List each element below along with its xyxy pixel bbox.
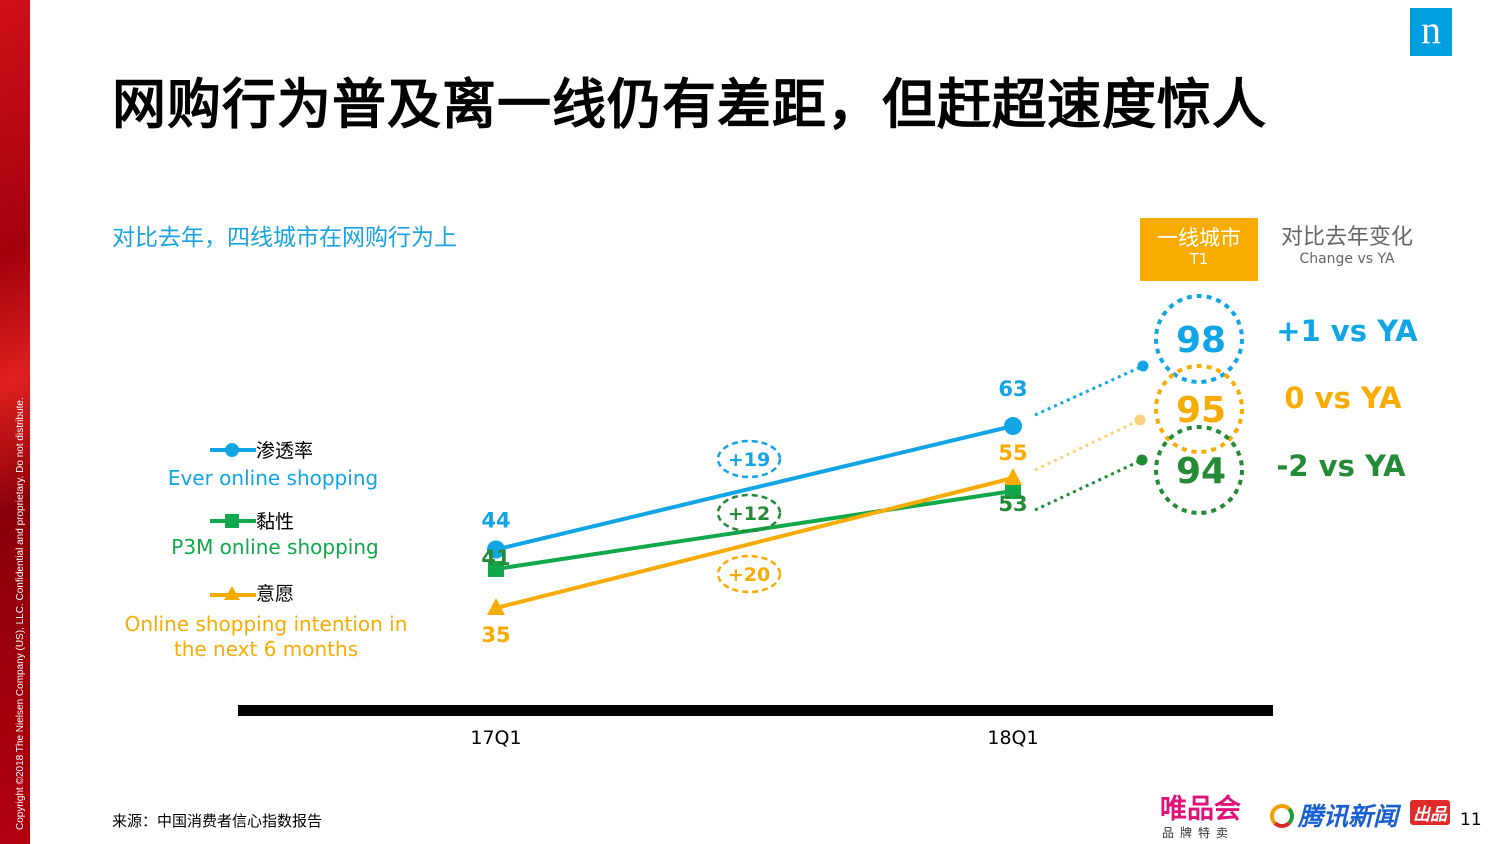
series-line: [495, 476, 1014, 610]
growth-label: +19: [728, 449, 770, 471]
legend-label: 意愿: [256, 583, 295, 605]
series-line: [495, 424, 1014, 552]
vip-logo: 唯品会: [1160, 794, 1241, 825]
growth-label: +12: [728, 503, 770, 525]
tencent-icon: [1270, 804, 1294, 828]
legend-square-icon: [210, 513, 256, 528]
nielsen-logo: n: [1410, 8, 1452, 56]
data-point-circle: [487, 540, 505, 559]
t1-dotted-circle: [1154, 294, 1244, 384]
legend-label-en: P3M online shopping: [171, 535, 379, 559]
growth-ellipse: [716, 554, 782, 594]
x-axis: [238, 705, 1273, 716]
legend-circle-icon: [210, 442, 256, 457]
legend-triangle-icon: [210, 585, 256, 600]
t1-header-en: T1: [1189, 250, 1209, 268]
data-point-square: [1005, 483, 1021, 499]
t1-dotted-circle: [1154, 364, 1244, 454]
connector-dotted-line: [1034, 418, 1141, 472]
sidebar-decoration: [0, 0, 30, 844]
data-label: 63: [998, 377, 1027, 401]
tencent-news-text: 腾讯新闻: [1298, 802, 1399, 831]
change-header: 对比去年变化 Change vs YA: [1272, 225, 1422, 267]
data-label: 41: [481, 546, 510, 570]
growth-ellipse: [716, 439, 782, 479]
change-header-cn: 对比去年变化: [1280, 225, 1413, 250]
source-note: 来源：中国消费者信心指数报告: [112, 812, 323, 830]
x-tick-label: 17Q1: [470, 727, 521, 749]
data-point-circle: [1004, 417, 1022, 435]
growth-ellipse: [716, 493, 782, 533]
t1-header-cn: 一线城市: [1157, 226, 1241, 250]
page-number: 11: [1460, 810, 1482, 830]
connector-dot: [1136, 454, 1148, 466]
t1-header: 一线城市 T1: [1140, 218, 1258, 281]
chart-subtitle: 对比去年，四线城市在网购行为上: [112, 225, 457, 251]
legend-item-intention: 意愿: [210, 579, 294, 606]
produced-badge: 出品: [1410, 800, 1450, 825]
data-label: 35: [481, 623, 510, 647]
legend-label: 黏性: [256, 511, 295, 533]
connector-dot: [1137, 360, 1149, 372]
growth-label: +20: [728, 564, 770, 586]
data-point-square: [488, 561, 504, 577]
legend-label-en: Online shopping intention in the next 6 …: [124, 612, 408, 661]
connector-dotted-line: [1034, 364, 1144, 417]
legend-label-en: Ever online shopping: [167, 466, 379, 490]
t1-value: 95: [1176, 390, 1226, 431]
data-label: 53: [998, 492, 1027, 516]
t1-change-intention: 0 vs YA: [1284, 381, 1402, 415]
data-point-triangle: [1004, 468, 1022, 485]
t1-value: 94: [1176, 451, 1226, 492]
page-title: 网购行为普及离一线仍有差距，但赶超速度惊人: [112, 73, 1267, 136]
t1-change-penetration: +1 vs YA: [1276, 314, 1418, 348]
vip-tagline: 品牌特卖: [1162, 826, 1235, 840]
change-header-en: Change vs YA: [1299, 251, 1395, 267]
legend-item-stickiness: 黏性: [210, 507, 294, 534]
data-point-triangle: [487, 598, 505, 615]
t1-dotted-circle: [1154, 425, 1244, 515]
tencent-news-logo: 腾讯新闻: [1270, 797, 1398, 833]
connector-dotted-line: [1034, 458, 1143, 512]
connector-dot: [1134, 414, 1146, 426]
legend-item-penetration: 渗透率: [210, 436, 313, 463]
legend-label: 渗透率: [256, 440, 314, 462]
data-label: 44: [481, 509, 510, 533]
data-label: 55: [998, 441, 1027, 465]
x-tick-label: 18Q1: [987, 727, 1038, 749]
t1-change-stickiness: -2 vs YA: [1276, 449, 1406, 483]
t1-value: 98: [1176, 320, 1226, 361]
